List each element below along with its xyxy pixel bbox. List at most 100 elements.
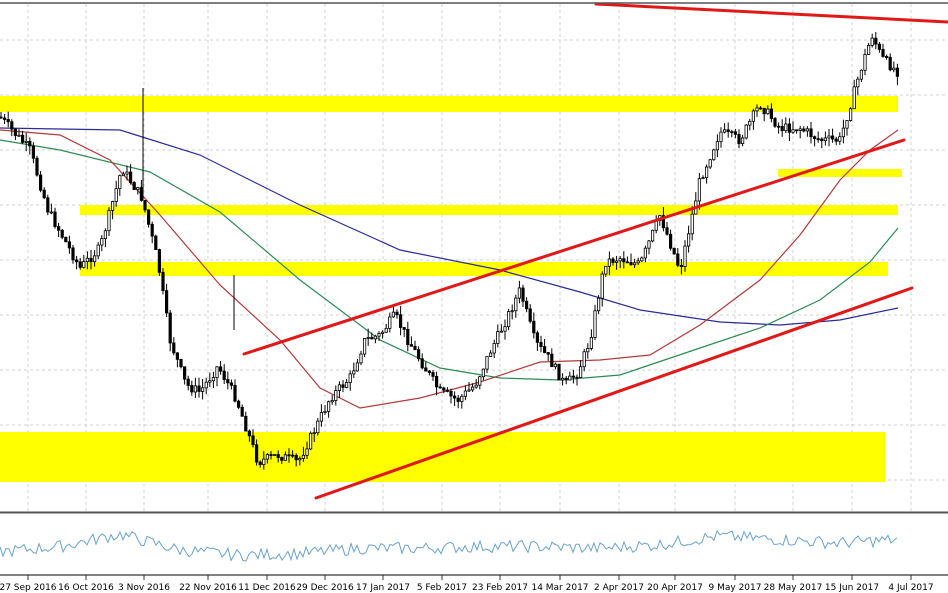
candle-207 (744, 124, 748, 140)
candle-body (57, 226, 61, 231)
candle-body (82, 261, 86, 268)
candle-13 (46, 194, 50, 216)
candle-120 (431, 370, 435, 381)
candle-body (525, 300, 529, 310)
candle-body (413, 345, 417, 351)
candle-body (146, 209, 151, 225)
candle-body (85, 257, 89, 262)
candle-130 (467, 382, 471, 392)
candle-36 (128, 164, 133, 185)
candle-body (712, 149, 716, 161)
candle-238 (856, 76, 860, 96)
candle-body (845, 120, 849, 129)
candle-body (128, 171, 133, 183)
candle-203 (730, 129, 734, 138)
candle-8 (28, 137, 32, 155)
candle-body (748, 120, 752, 126)
candle-body (211, 377, 215, 382)
candle-body (604, 265, 608, 275)
candle-88 (316, 417, 320, 436)
candle-body (629, 262, 633, 266)
candle-body (636, 260, 640, 264)
candle-177 (636, 257, 640, 266)
moving-average-2 (0, 139, 899, 381)
candle-body (370, 337, 374, 340)
candle-165 (593, 304, 597, 341)
candle-body (690, 213, 694, 235)
candle-body (503, 326, 507, 332)
candle-body (460, 395, 464, 402)
candle-body (344, 382, 349, 388)
x-tick-label: 23 Feb 2017 (472, 583, 528, 593)
candle-87 (312, 427, 316, 442)
candle-body (226, 379, 230, 384)
candle-91 (326, 400, 331, 418)
candle-body (593, 310, 597, 338)
candle-body (478, 376, 482, 386)
candle-196 (705, 164, 709, 184)
candle-154 (553, 362, 558, 370)
candle-body (633, 262, 637, 266)
candle-body (42, 189, 46, 199)
candle-body (416, 349, 421, 360)
candle-body (75, 259, 79, 263)
candle-201 (723, 123, 727, 134)
candle-191 (687, 225, 691, 253)
candle-161 (579, 360, 583, 378)
candle-20 (71, 244, 75, 264)
candle-82 (294, 453, 298, 467)
oscillator-layer (0, 529, 898, 562)
candle-41 (146, 209, 151, 228)
candle-body (726, 129, 730, 133)
candle-body (402, 327, 406, 330)
candle-237 (852, 79, 856, 110)
candle-77 (276, 450, 280, 463)
candle-140 (503, 319, 507, 340)
candle-214 (769, 103, 774, 123)
candle-5 (17, 129, 21, 137)
x-tick-label: 14 Mar 2017 (531, 583, 588, 593)
candle-114 (409, 336, 414, 347)
candle-body (456, 397, 460, 402)
candle-body (215, 366, 219, 378)
candle-175 (629, 253, 633, 266)
candle-192 (690, 206, 694, 241)
candle-79 (283, 451, 288, 461)
candle-219 (787, 118, 792, 142)
candle-146 (525, 297, 529, 313)
candle-body (93, 255, 97, 263)
candle-body (744, 124, 748, 139)
candle-body (564, 377, 568, 381)
candle-body (561, 377, 565, 381)
candle-body (218, 366, 223, 372)
candle-body (600, 273, 604, 299)
candle-99 (355, 358, 360, 372)
x-tick-label: 5 Feb 2017 (417, 583, 467, 593)
candle-136 (488, 350, 493, 357)
candle-215 (773, 116, 777, 128)
support-zone-5 (0, 432, 885, 482)
candle-141 (506, 308, 511, 331)
candle-body (488, 352, 493, 357)
candle-199 (715, 134, 720, 158)
candle-42 (150, 221, 154, 244)
candle-50 (179, 358, 183, 369)
candle-body (730, 131, 734, 134)
candle-body (305, 448, 309, 456)
candle-body (647, 240, 651, 249)
candle-body (182, 366, 187, 380)
candle-156 (561, 373, 565, 386)
candle-227 (816, 131, 820, 143)
candle-228 (820, 137, 824, 149)
candle-body (557, 363, 561, 381)
candle-174 (625, 256, 630, 264)
candle-125 (449, 388, 453, 404)
candle-body (823, 137, 828, 142)
candle-body (204, 381, 208, 389)
candle-67 (240, 404, 244, 417)
x-tick-label: 17 Jan 2017 (356, 583, 410, 593)
candle-body (755, 107, 759, 112)
candle-208 (748, 118, 752, 131)
x-tick-label: 2 Apr 2017 (594, 583, 644, 593)
candle-216 (777, 122, 781, 134)
